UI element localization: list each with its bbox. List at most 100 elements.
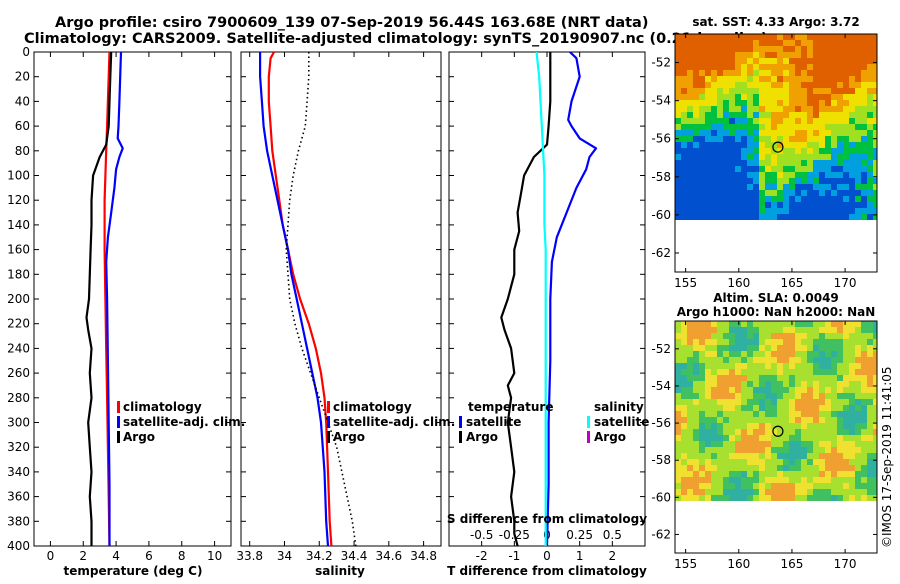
map-cell — [753, 154, 759, 160]
map-cell — [693, 82, 699, 88]
map-cell — [753, 495, 759, 501]
map-cell — [681, 124, 687, 130]
map-cell — [771, 190, 777, 196]
map-cell — [777, 190, 783, 196]
map-cell — [873, 387, 877, 393]
map-cell — [765, 429, 771, 435]
map-cell — [843, 381, 849, 387]
map-cell — [873, 453, 877, 459]
map-cell — [675, 345, 681, 351]
map-cell — [789, 190, 795, 196]
map-cell — [849, 495, 855, 501]
map-cell — [849, 345, 855, 351]
map-cell — [795, 441, 801, 447]
map-cell — [795, 345, 801, 351]
map-cell — [837, 196, 843, 202]
map-cell — [807, 369, 813, 375]
map-cell — [753, 82, 759, 88]
map-cell — [741, 405, 747, 411]
map-cell — [801, 184, 807, 190]
map-cell — [873, 351, 877, 357]
map-cell — [813, 489, 819, 495]
map-cell — [813, 333, 819, 339]
map-cell — [783, 34, 789, 40]
map-cell — [759, 321, 765, 327]
map-cell — [687, 160, 693, 166]
map-cell — [825, 363, 831, 369]
map-cell — [723, 339, 729, 345]
legend-swatch-climatology — [117, 401, 120, 413]
map-cell — [867, 136, 873, 142]
map-cell — [699, 112, 705, 118]
map-cell — [723, 465, 729, 471]
map-cell — [747, 154, 753, 160]
map-cell — [693, 142, 699, 148]
map-lon-label: 165 — [780, 557, 803, 571]
map-cell — [789, 441, 795, 447]
map-cell — [813, 405, 819, 411]
map-cell — [693, 196, 699, 202]
map-cell — [723, 327, 729, 333]
map-cell — [819, 483, 825, 489]
map-cell — [747, 441, 753, 447]
map-cell — [849, 429, 855, 435]
map-cell — [789, 417, 795, 423]
map-cell — [759, 124, 765, 130]
legend-label: climatology — [333, 400, 412, 414]
legend-label: satellite — [466, 415, 521, 429]
map-cell — [861, 441, 867, 447]
map-cell — [795, 477, 801, 483]
map-cell — [837, 405, 843, 411]
map-cell — [807, 435, 813, 441]
map-cell — [759, 214, 765, 220]
map-cell — [723, 106, 729, 112]
map-cell — [867, 112, 873, 118]
map-cell — [807, 441, 813, 447]
map-cell — [843, 118, 849, 124]
map-cell — [771, 321, 777, 327]
map-cell — [873, 130, 877, 136]
map-cell — [771, 441, 777, 447]
map-cell — [699, 160, 705, 166]
map-cell — [801, 357, 807, 363]
map-cell — [675, 435, 681, 441]
map-cell — [819, 423, 825, 429]
map-cell — [825, 423, 831, 429]
map-cell — [753, 94, 759, 100]
map-cell — [831, 339, 837, 345]
map-cell — [723, 46, 729, 52]
map-cell — [741, 339, 747, 345]
map-cell — [705, 142, 711, 148]
map-cell — [855, 495, 861, 501]
legend-swatch-satellite — [117, 416, 120, 428]
map-cell — [711, 483, 717, 489]
map-cell — [783, 106, 789, 112]
map-cell — [717, 46, 723, 52]
map-cell — [747, 429, 753, 435]
map-cell — [843, 136, 849, 142]
map-cell — [825, 34, 831, 40]
map-cell — [801, 423, 807, 429]
map-cell — [747, 214, 753, 220]
map-cell — [723, 399, 729, 405]
map-cell — [741, 459, 747, 465]
map-cell — [837, 70, 843, 76]
map-cell — [735, 58, 741, 64]
map-cell — [819, 82, 825, 88]
map-cell — [723, 148, 729, 154]
map-cell — [771, 471, 777, 477]
map-cell — [675, 477, 681, 483]
map-cell — [873, 154, 877, 160]
map-cell — [813, 339, 819, 345]
map-cell — [825, 345, 831, 351]
map-cell — [687, 381, 693, 387]
map-cell — [705, 453, 711, 459]
map-cell — [723, 393, 729, 399]
map-cell — [861, 64, 867, 70]
map-cell — [825, 184, 831, 190]
map-cell — [813, 453, 819, 459]
map-cell — [759, 190, 765, 196]
map-cell — [837, 417, 843, 423]
map-cell — [855, 94, 861, 100]
map-cell — [699, 52, 705, 58]
